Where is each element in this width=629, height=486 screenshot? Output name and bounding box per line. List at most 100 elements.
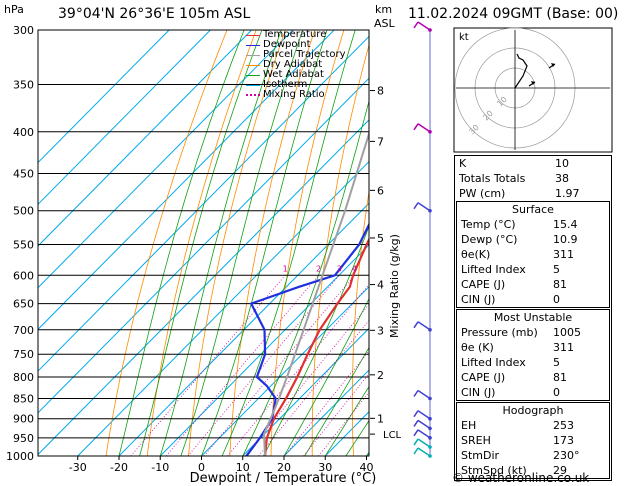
wind-barb-shaft: [417, 429, 431, 439]
legend-swatch: [246, 34, 260, 36]
wind-barb-shaft: [417, 202, 431, 212]
pressure-tick-label: 500: [13, 205, 34, 218]
wet-adiabat-line: [139, 30, 263, 456]
mu-cin-row: CIN (J) 0: [457, 385, 609, 400]
temperature-tick-label: -10: [151, 461, 169, 474]
wind-barb-dot: [428, 396, 432, 401]
temperature-tick-label: 30: [318, 461, 332, 474]
surface-cape-label: CAPE (J): [461, 278, 506, 291]
wind-barb-shaft: [417, 321, 431, 331]
wind-barb-shaft: [417, 447, 431, 457]
surface-cin-row: CIN (J) 0: [457, 292, 609, 307]
mu-lifted-value: 5: [553, 356, 560, 369]
profiles: [245, 130, 369, 456]
wind-barb: [413, 447, 432, 458]
sreh-value: 173: [553, 434, 574, 447]
isotherm-line: [38, 30, 335, 331]
pw-value: 1.97: [555, 187, 580, 200]
stmspd-row: StmSpd (kt) 29: [457, 463, 609, 478]
pressure-tick-label: 1000: [6, 450, 34, 463]
mixing-ratio-line: [303, 373, 369, 456]
mu-theta-row: θe (K) 311: [457, 340, 609, 355]
temperature-tick-label: 10: [236, 461, 250, 474]
stmspd-value: 29: [553, 464, 567, 477]
wind-barb-flag: [413, 438, 419, 446]
surface-title: Surface: [512, 203, 554, 216]
temperature-tick-label: 40: [360, 461, 374, 474]
pressure-tick-label: 400: [13, 126, 34, 139]
temperature-tick-label: 0: [198, 461, 205, 474]
wind-barb-dot: [428, 28, 432, 32]
height-unit-km: km: [375, 3, 393, 16]
wind-barb-dot: [428, 129, 432, 134]
legend-label: Parcel Trajectory: [263, 49, 346, 60]
isotherm-line: [201, 285, 369, 456]
most-unstable-section: Most Unstable Pressure (mb) 1005 θe (K) 31…: [456, 309, 610, 401]
mixing-ratio-line: [284, 350, 369, 456]
mixing-ratio-axis-label: Mixing Ratio (g/kg): [388, 234, 401, 338]
datetime-title: 11.02.2024 09GMT (Base: 00): [408, 6, 619, 22]
parcel-trajectory-line: [262, 130, 369, 456]
eh-row: EH 253: [457, 418, 609, 433]
legend-item: Isotherm: [246, 80, 346, 90]
legend-item: Mixing Ratio: [246, 90, 346, 100]
isotherm-line: [159, 244, 369, 456]
pressure-tick-label: 600: [13, 269, 34, 282]
legend-swatch: [246, 74, 260, 76]
k-index-row: K 10: [455, 156, 611, 171]
wind-barb-dot: [428, 454, 432, 458]
surface-theta-label: θe(K): [461, 248, 491, 261]
height-unit-asl: ASL: [374, 17, 395, 30]
pw-row: PW (cm) 1.97: [455, 186, 611, 201]
mu-cin-label: CIN (J): [461, 386, 496, 399]
wind-barb-flag: [413, 390, 419, 397]
wind-barb-flag: [413, 123, 419, 131]
pressure-tick-label: 350: [13, 79, 34, 92]
legend-label: Dewpoint: [263, 39, 311, 50]
legend-item: Wet Adiabat: [246, 70, 346, 80]
wind-barb-shaft: [417, 389, 431, 400]
mu-cape-row: CAPE (J) 81: [457, 370, 609, 385]
wind-barb-dot: [428, 445, 432, 449]
km-tick-label: 3: [377, 324, 384, 337]
legend-swatch: [246, 64, 260, 66]
surface-theta-value: 311: [553, 248, 574, 261]
isotherm-line: [283, 369, 369, 456]
wind-barb-shaft: [417, 419, 431, 430]
mixing-ratio-label: 3: [337, 264, 342, 273]
km-tick-label: 6: [377, 184, 384, 197]
mixing-ratio-labels: 1 2 3 4: [283, 264, 357, 273]
legend-item: Parcel Trajectory: [246, 50, 346, 60]
km-tick-label: 1: [377, 412, 384, 425]
legend: Temperature Dewpoint Parcel Trajectory Dry …: [246, 30, 346, 100]
legend-item: Dewpoint: [246, 40, 346, 50]
temperature-tick-label: -30: [69, 461, 87, 474]
sreh-row: SREH 173: [457, 433, 609, 448]
wind-barb-flag: [413, 429, 419, 437]
location-title: 39°04'N 26°36'E 105m ASL: [58, 6, 251, 22]
mixing-ratio-label: 2: [316, 264, 321, 273]
plot-frame: [37, 29, 370, 457]
surface-cape-row: CAPE (J) 81: [457, 277, 609, 292]
isotherm-line: [38, 30, 252, 247]
pressure-tick-label: 450: [13, 167, 34, 180]
wind-barb: [413, 389, 432, 401]
totals-totals-value: 38: [555, 172, 569, 185]
mixing-ratio-label: 1: [283, 264, 288, 273]
surface-cin-value: 0: [553, 293, 560, 306]
mu-lifted-label: Lifted Index: [461, 356, 526, 369]
legend-item: Temperature: [246, 30, 346, 40]
hodograph-title: Hodograph: [502, 404, 564, 417]
legend-swatch: [246, 94, 260, 96]
wind-barb-shaft: [417, 410, 431, 420]
legend-label: Mixing Ratio: [263, 89, 325, 100]
surface-cape-value: 81: [553, 278, 567, 291]
surface-cin-label: CIN (J): [461, 293, 496, 306]
isotherm-line: [77, 160, 369, 456]
lcl-label: LCL: [383, 430, 402, 441]
legend-label: Wet Adiabat: [263, 69, 324, 80]
wet-adiabat-line: [304, 346, 369, 456]
mu-cape-label: CAPE (J): [461, 371, 506, 384]
isotherm-line: [38, 30, 211, 205]
